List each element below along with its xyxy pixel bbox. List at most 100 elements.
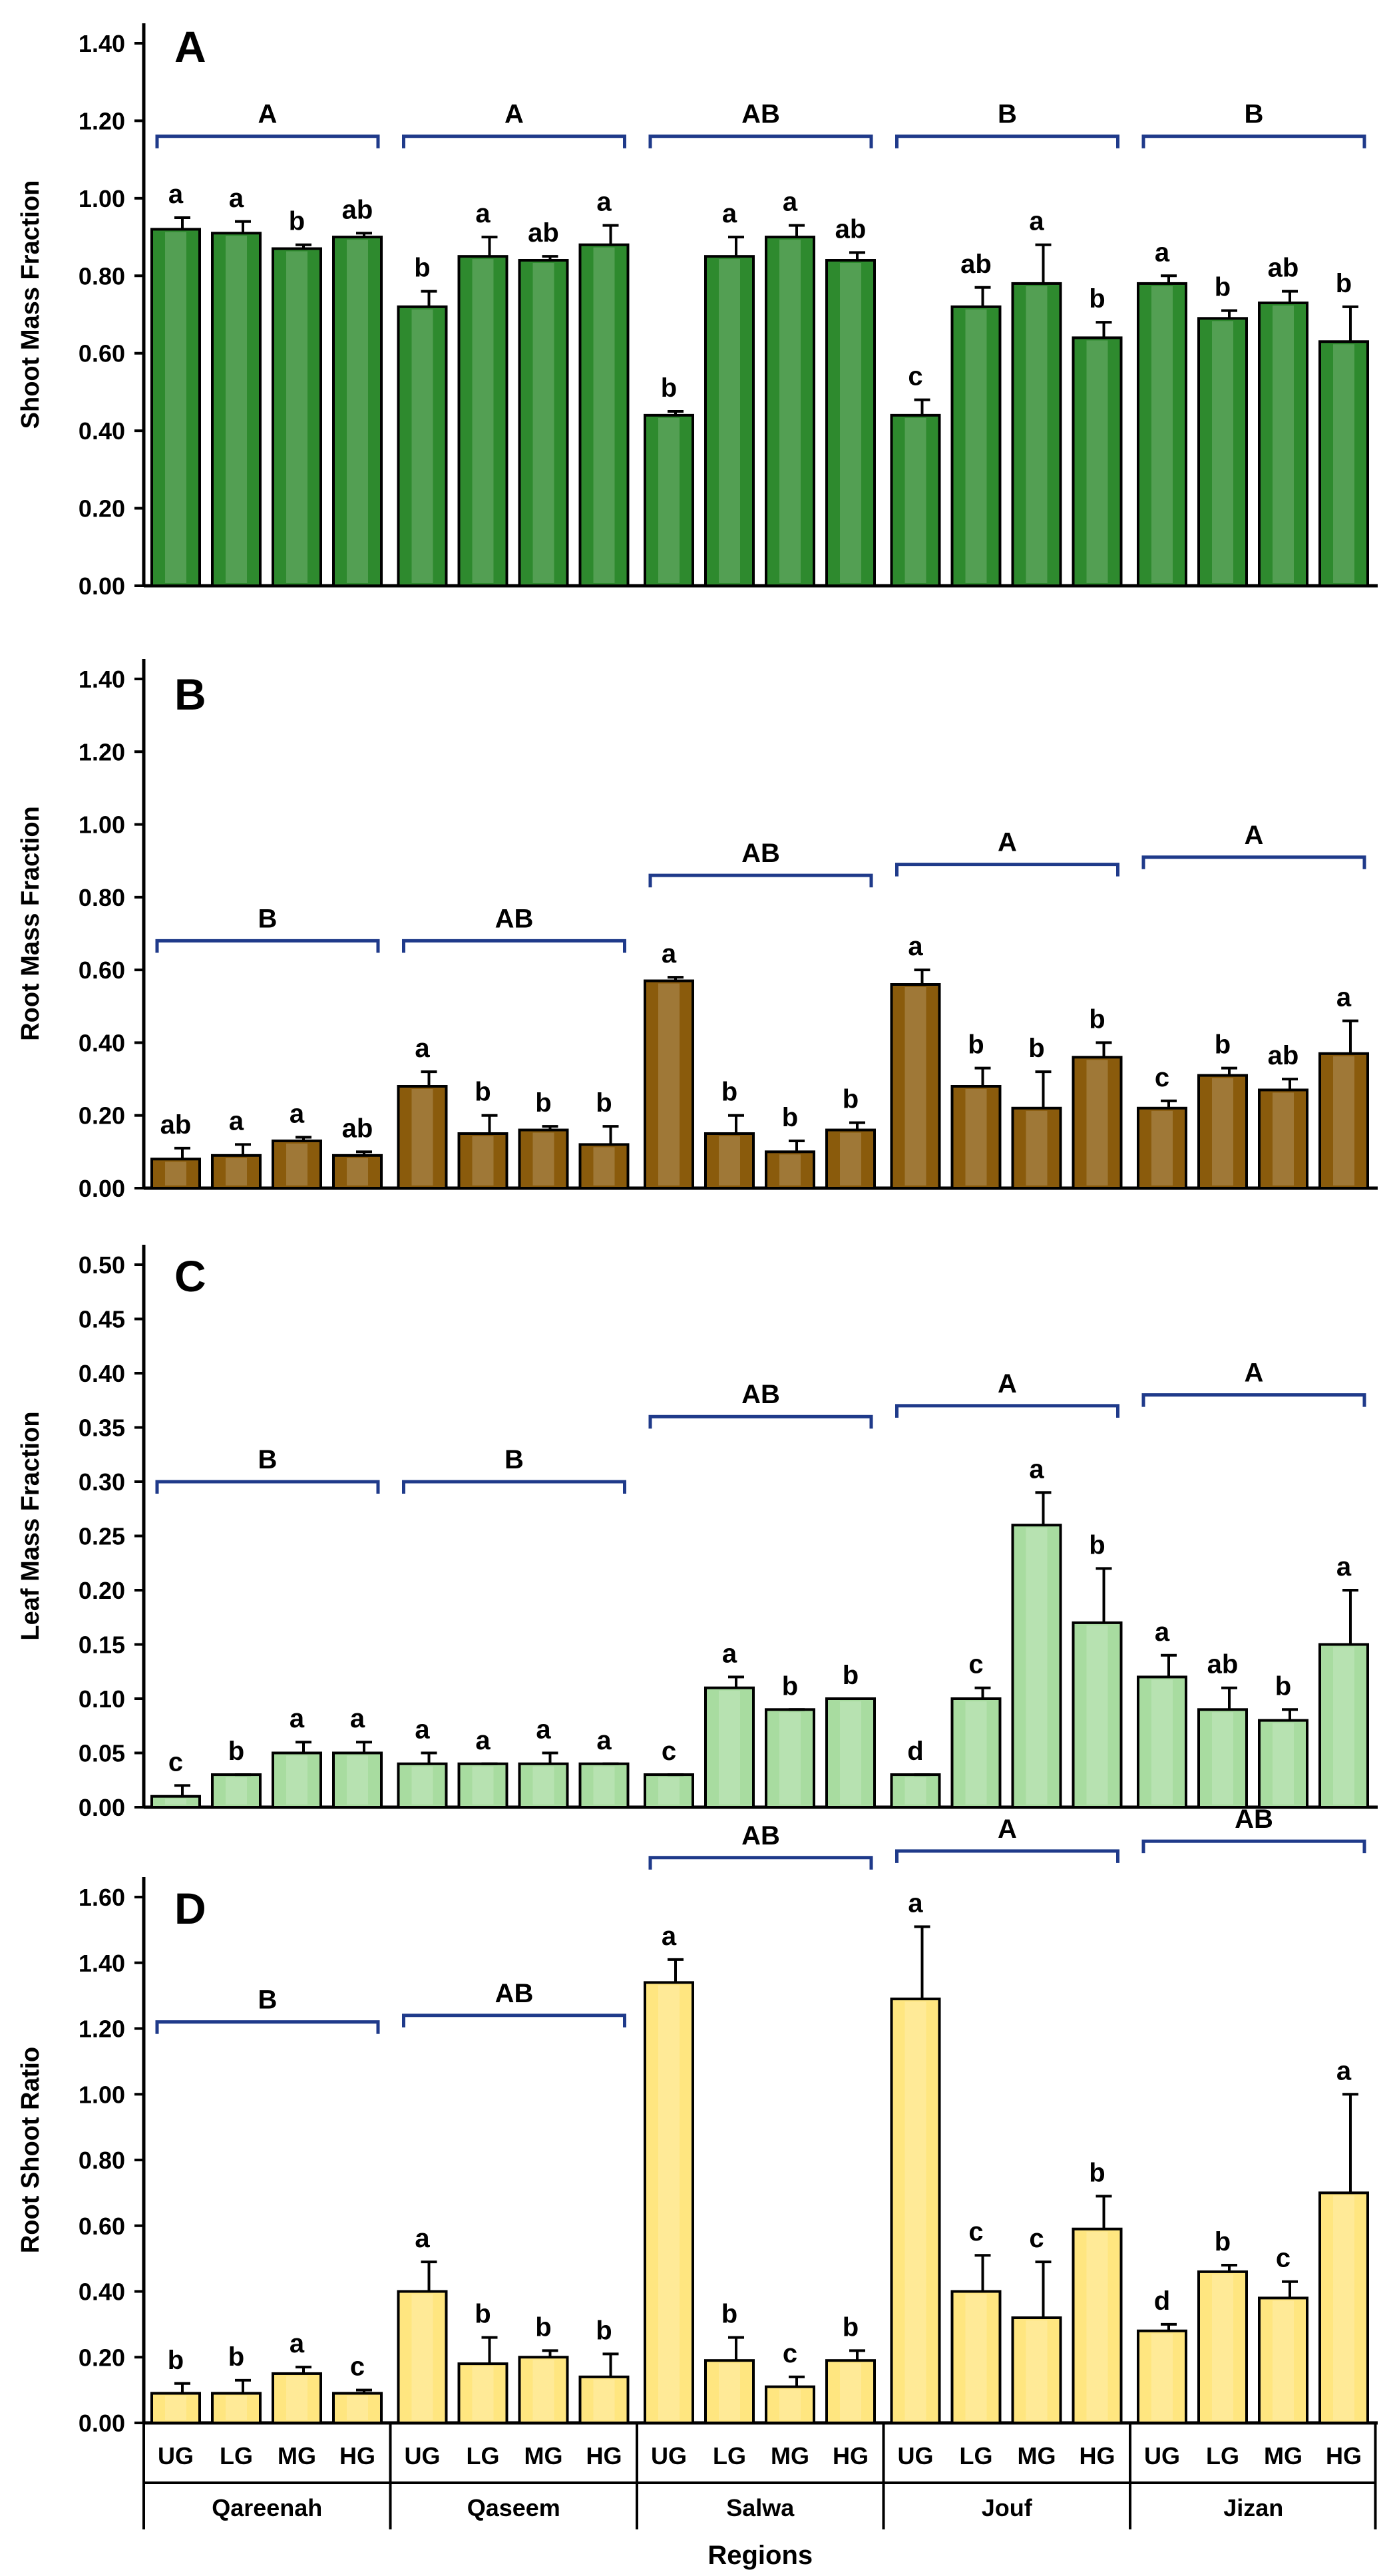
panel-b: 0.00 0.20 0.40 0.60 0.80 1.00 1.20 1.40 Root Mas…	[17, 659, 1378, 1202]
significance-letter: c	[968, 1650, 983, 1679]
bar	[704, 2359, 755, 2424]
y-tick-label: 0.80	[79, 2147, 125, 2174]
bar	[518, 1762, 569, 1809]
bar	[704, 1686, 755, 1809]
group-bracket	[1141, 1839, 1366, 1854]
significance-letter: ab	[160, 1110, 192, 1140]
bar-highlight	[779, 1712, 801, 1805]
bar-highlight	[1273, 1092, 1294, 1185]
bar-highlight	[165, 232, 186, 583]
bar-highlight	[1212, 321, 1233, 583]
y-tick-label: 1.20	[79, 738, 125, 765]
group-bracket	[1141, 134, 1366, 148]
bar-highlight	[165, 2396, 186, 2420]
category-label: HG	[586, 2442, 622, 2469]
panel-label: D	[174, 1884, 206, 1933]
y-tick-label: 0.10	[79, 1685, 125, 1713]
bar-highlight	[840, 1701, 861, 1805]
significance-letter: a	[475, 1726, 491, 1755]
bar	[890, 983, 941, 1189]
category-label: LG	[960, 2442, 993, 2469]
y-tick-label: 0.60	[79, 957, 125, 984]
y-tick-label: 0.00	[79, 2410, 125, 2437]
bar	[1137, 282, 1187, 587]
group-letter: A	[1245, 821, 1264, 850]
bar-highlight	[1151, 286, 1173, 583]
significance-letter: b	[1215, 273, 1231, 302]
significance-letter: a	[350, 1704, 365, 1733]
y-tick-label: 0.80	[79, 884, 125, 911]
bar	[211, 232, 262, 587]
significance-letter: b	[1215, 2227, 1231, 2256]
significance-letter: a	[475, 199, 491, 228]
bar	[1011, 1106, 1062, 1190]
y-tick-label: 1.40	[79, 30, 125, 57]
significance-letter: ab	[342, 195, 373, 224]
bar-highlight	[593, 1147, 615, 1185]
panel-label: C	[174, 1251, 206, 1301]
bar-highlight	[593, 247, 615, 583]
bar	[1072, 2227, 1123, 2424]
bar	[1258, 2296, 1308, 2424]
bar	[457, 255, 508, 587]
significance-letter: b	[596, 1088, 612, 1118]
significance-letter: a	[1336, 983, 1352, 1012]
group-letter: AB	[741, 839, 780, 868]
bar-highlight	[1273, 306, 1294, 583]
region-group-qaseem: a b b b AB	[397, 1979, 630, 2424]
bar	[644, 1981, 694, 2424]
bar-highlight	[1151, 1679, 1173, 1805]
y-tick-label: 0.20	[79, 1102, 125, 1130]
y-tick-label: 1.00	[79, 2081, 125, 2108]
bar-highlight	[965, 2294, 987, 2420]
region-group-jizan: a ab b a A	[1137, 1359, 1369, 1809]
significance-letter: ab	[960, 250, 992, 279]
bar-highlight	[779, 240, 801, 584]
significance-letter: b	[843, 1085, 859, 1114]
category-label: UG	[158, 2442, 194, 2469]
category-label: LG	[1206, 2442, 1239, 2469]
group-bracket	[402, 939, 626, 953]
bar-highlight	[226, 2396, 247, 2420]
y-tick-label: 0.00	[79, 1175, 125, 1202]
region-axis: UG LG MG HG Qareenah UG LG MG HG Qaseem UG LG MG HG Sa…	[142, 2423, 1377, 2570]
region-group-qaseem: a a a a B	[397, 1445, 630, 1809]
significance-letter: b	[1215, 1030, 1231, 1060]
bar	[890, 1998, 941, 2424]
bar-highlight	[411, 1089, 433, 1185]
bar-highlight	[593, 1766, 615, 1805]
bar-highlight	[840, 263, 861, 583]
significance-letter: a	[290, 1704, 305, 1733]
bar-highlight	[658, 1985, 680, 2420]
panels-layer: 0.00 0.20 0.40 0.60 0.80 1.00 1.20 1.40 Shoot Ma…	[17, 22, 1378, 2437]
bar	[1011, 282, 1062, 587]
bar	[1137, 1106, 1187, 1190]
bar-highlight	[1026, 286, 1048, 583]
group-bracket	[155, 1480, 380, 1494]
bar-highlight	[1086, 340, 1108, 583]
group-letter: AB	[741, 100, 780, 129]
bar	[272, 1751, 322, 1809]
bar	[1197, 1708, 1248, 1809]
region-label: Jizan	[1223, 2494, 1283, 2521]
significance-letter: b	[596, 2316, 612, 2345]
significance-letter: d	[907, 1737, 923, 1766]
y-tick-label: 0.45	[79, 1306, 125, 1333]
significance-letter: b	[782, 1671, 798, 1701]
significance-letter: a	[662, 939, 677, 968]
panel-label: A	[174, 22, 206, 71]
significance-letter: a	[1029, 1454, 1044, 1484]
y-tick-label: 1.40	[79, 1950, 125, 1977]
y-tick-label: 0.30	[79, 1468, 125, 1496]
x-axis-title: Regions	[707, 2541, 813, 2570]
bar-highlight	[1086, 2231, 1108, 2420]
bar	[332, 1751, 383, 1809]
y-tick-label: 0.00	[79, 1794, 125, 1821]
bar	[518, 2356, 569, 2424]
significance-letter: ab	[1207, 1650, 1239, 1679]
bar-highlight	[1151, 1110, 1173, 1185]
bar-highlight	[1333, 1056, 1354, 1185]
bar-highlight	[1333, 2195, 1354, 2420]
significance-letter: b	[843, 2312, 859, 2342]
